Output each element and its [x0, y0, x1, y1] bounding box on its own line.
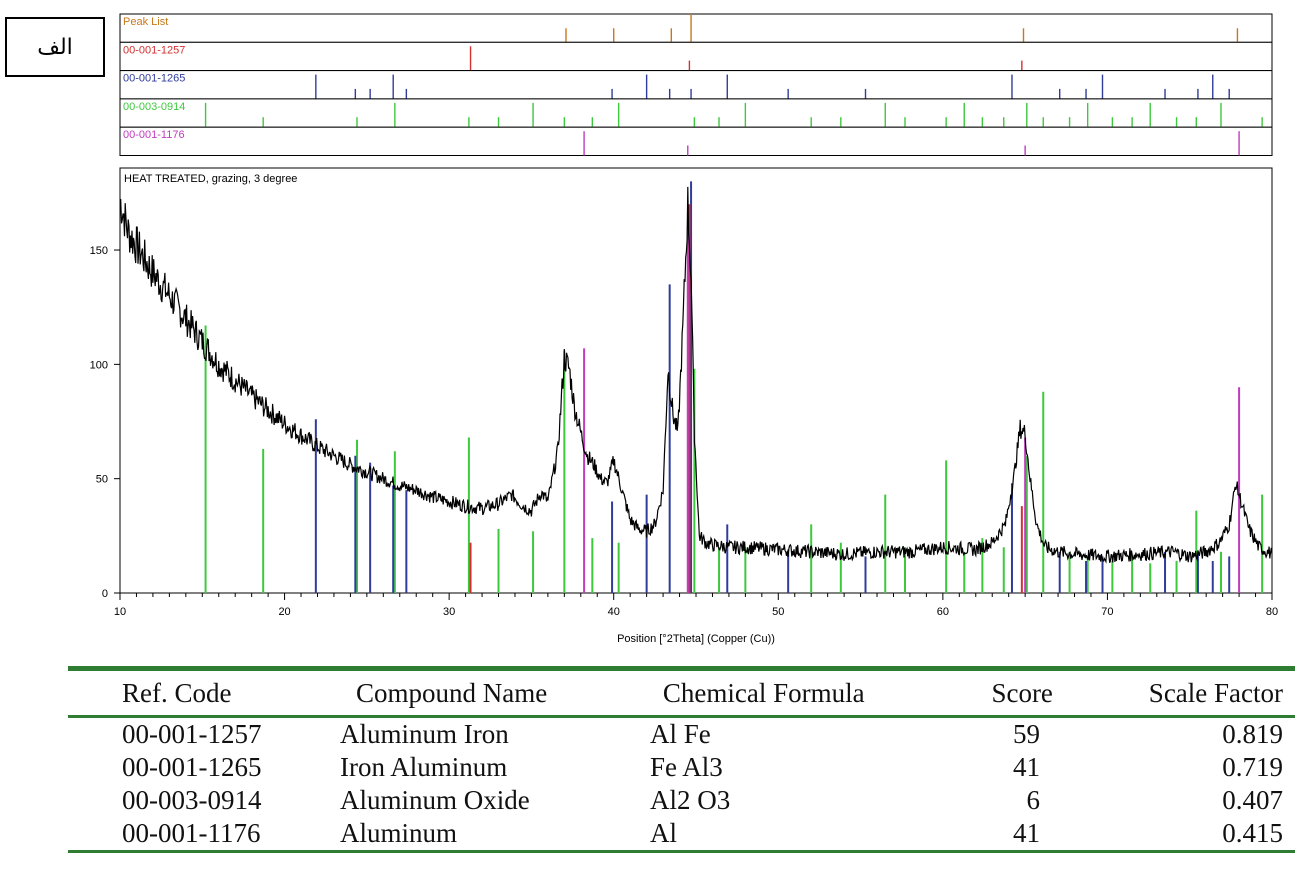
peak-strip-frame — [119, 70, 1273, 100]
table-row: 00-001-1257 Aluminum Iron Al Fe 59 0.819 — [68, 718, 1295, 751]
cell-ref-code: 00-003-0914 — [122, 785, 262, 815]
cell-compound: Aluminum Oxide — [340, 785, 530, 815]
table-row: 00-001-1176 Aluminum Al 41 0.415 — [68, 817, 1295, 850]
peak-strip-frame — [119, 126, 1273, 156]
header-score: Score — [991, 677, 1053, 708]
table-header-rule — [68, 715, 1295, 718]
measured-pattern-line — [119, 186, 1273, 564]
cell-formula: Fe Al3 — [650, 752, 723, 782]
xrd-figure: Peak List 00-001-1257 00-001-1265 00-003-09… — [90, 13, 1278, 645]
results-table: Ref. Code Compound Name Chemical Formula… — [68, 666, 1295, 853]
figure-label: الف — [37, 34, 73, 60]
cell-score: 6 — [1026, 785, 1041, 815]
cell-ref-code: 00-001-1265 — [122, 752, 262, 782]
plot-frame — [119, 167, 1273, 594]
cell-formula: Al2 O3 — [650, 785, 731, 815]
cell-score: 59 — [1013, 719, 1040, 749]
cell-ref-code: 00-001-1176 — [122, 818, 261, 848]
cell-formula: Al Fe — [650, 719, 711, 749]
cell-formula: Al — [650, 818, 677, 848]
table-top-rule — [68, 666, 1295, 671]
peak-list-panel: Peak List 00-001-1257 00-001-1265 00-003-09… — [119, 13, 1273, 156]
header-ref-code: Ref. Code — [122, 677, 232, 708]
peak-strip-label: 00-001-1176 — [123, 129, 185, 141]
header-compound-name: Compound Name — [356, 677, 548, 708]
cell-compound: Aluminum — [340, 818, 458, 848]
cell-compound: Aluminum Iron — [340, 719, 509, 749]
x-tick-label: 60 — [937, 606, 949, 618]
x-tick-label: 30 — [443, 606, 455, 618]
y-tick-label: 0 — [102, 588, 108, 600]
peak-strip-label: 00-003-0914 — [123, 101, 185, 113]
peak-strip-label: 00-001-1257 — [123, 44, 185, 56]
peak-strip-frame — [119, 13, 1273, 43]
x-tick-label: 80 — [1266, 606, 1278, 618]
y-tick-label: 100 — [90, 359, 108, 371]
cell-scale-factor: 0.819 — [1222, 719, 1283, 749]
cell-compound: Iron Aluminum — [340, 752, 508, 782]
chart-title: HEAT TREATED, grazing, 3 degree — [124, 173, 297, 185]
cell-score: 41 — [1013, 818, 1040, 848]
header-scale-factor: Scale Factor — [1148, 677, 1283, 708]
cell-scale-factor: 0.719 — [1222, 752, 1283, 782]
reference-sticks — [204, 181, 1264, 593]
x-tick-label: 20 — [278, 606, 290, 618]
peak-strip-label: 00-001-1265 — [123, 73, 185, 85]
cell-scale-factor: 0.415 — [1222, 818, 1283, 848]
peak-strip-frame — [119, 98, 1273, 128]
y-tick-label: 50 — [96, 474, 108, 486]
x-tick-label: 70 — [1101, 606, 1113, 618]
diffraction-pattern-panel: HEAT TREATED, grazing, 3 degree Position… — [90, 167, 1278, 645]
x-tick-label: 50 — [772, 606, 784, 618]
y-tick-label: 150 — [90, 245, 108, 257]
table-header-row: Ref. Code Compound Name Chemical Formula… — [68, 671, 1295, 715]
peak-strip-label: Peak List — [123, 16, 168, 28]
x-tick-label: 40 — [608, 606, 620, 618]
table-row: 00-001-1265 Iron Aluminum Fe Al3 41 0.71… — [68, 751, 1295, 784]
cell-score: 41 — [1013, 752, 1040, 782]
header-chemical-formula: Chemical Formula — [662, 677, 865, 708]
cell-scale-factor: 0.407 — [1222, 785, 1283, 815]
table-bottom-rule — [68, 850, 1295, 853]
x-axis-label: Position [°2Theta] (Copper (Cu)) — [617, 633, 775, 645]
x-tick-label: 10 — [114, 606, 126, 618]
peak-strip-frame — [119, 41, 1273, 72]
table-row: 00-003-0914 Aluminum Oxide Al2 O3 6 0.40… — [68, 784, 1295, 817]
axes: 10 20 30 40 50 60 70 80 0 50 100 150 — [90, 245, 1278, 618]
cell-ref-code: 00-001-1257 — [122, 719, 262, 749]
figure-label-box: الف — [5, 17, 105, 77]
